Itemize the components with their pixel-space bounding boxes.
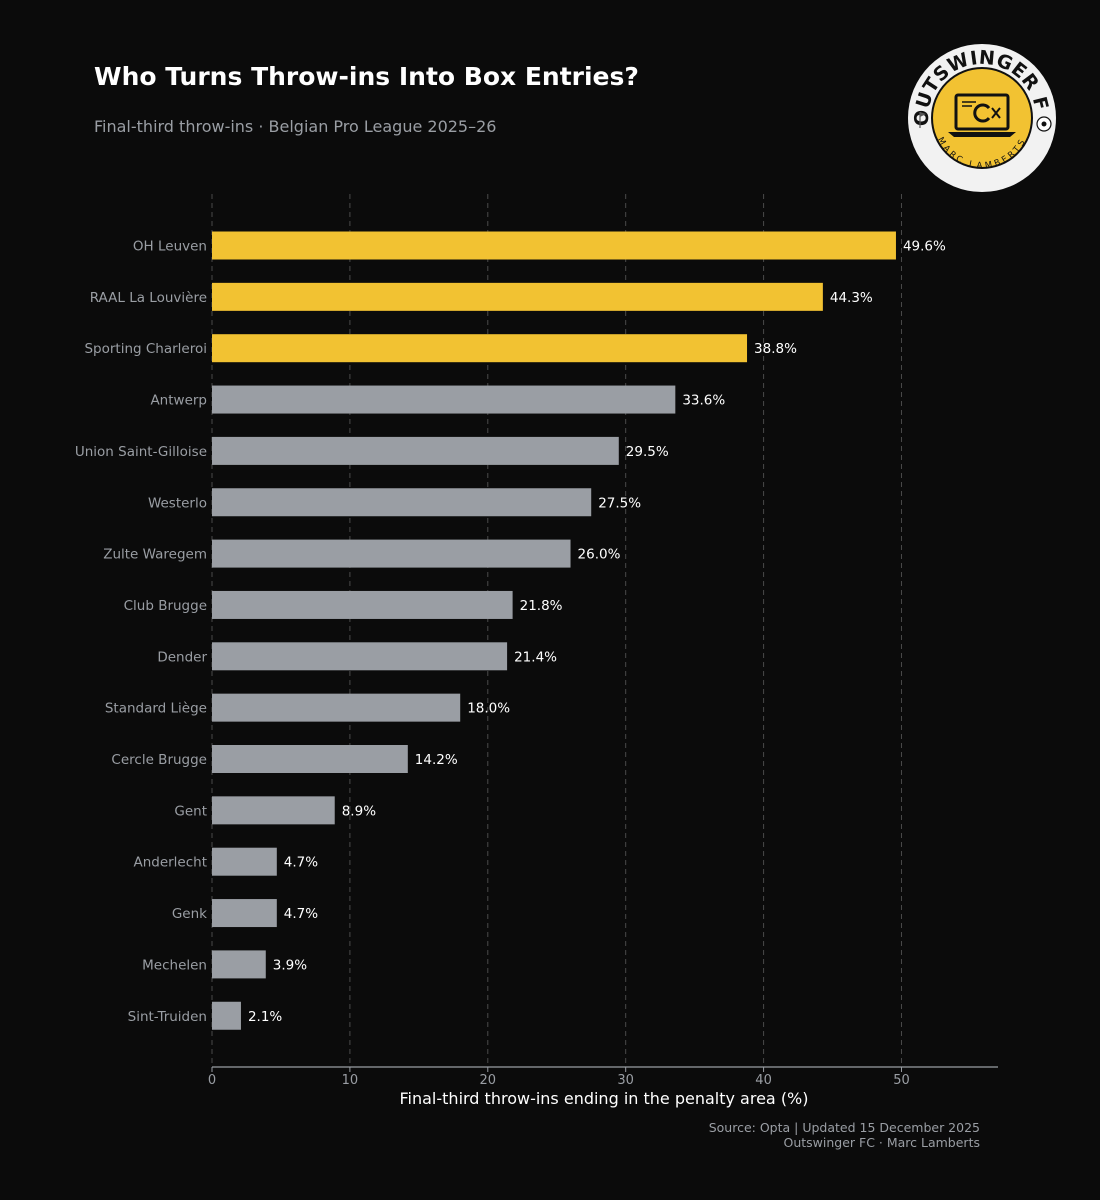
y-category-label: Club Brugge (124, 598, 207, 614)
bar (212, 231, 896, 260)
bar (212, 436, 619, 465)
axes: 0 10 20 30 40 50 (208, 1066, 998, 1088)
bar (212, 950, 266, 979)
laptop-icon (948, 93, 1016, 137)
x-tick-label: 20 (480, 1073, 497, 1088)
y-category-label: Zulte Waregem (103, 547, 207, 563)
bar-value-label: 44.3% (830, 290, 873, 306)
y-category-label: Union Saint-Gilloise (75, 444, 207, 460)
bar-value-label: 2.1% (248, 1009, 282, 1025)
y-category-label: Westerlo (148, 495, 207, 511)
y-category-label: Mechelen (142, 957, 207, 973)
bar (212, 488, 592, 517)
y-category-label: Anderlecht (133, 855, 207, 871)
credit-line: Outswinger FC · Marc Lamberts (783, 1135, 980, 1150)
bar (212, 847, 277, 876)
bar-value-label: 33.6% (682, 393, 725, 409)
football-icon (1036, 116, 1052, 132)
bar (212, 539, 571, 568)
bar-value-label: 3.9% (273, 957, 307, 973)
corner-flag-icon (919, 112, 926, 128)
bar-value-label: 21.8% (520, 598, 563, 614)
y-category-label: OH Leuven (133, 239, 207, 255)
bar-value-label: 26.0% (578, 547, 621, 563)
y-category-label: Sint-Truiden (128, 1009, 207, 1025)
bar-value-label: 18.0% (467, 701, 510, 717)
source-line: Source: Opta | Updated 15 December 2025 (708, 1120, 980, 1135)
bar (212, 334, 748, 363)
bar (212, 642, 508, 671)
bar (212, 745, 408, 773)
x-tick-label: 30 (617, 1073, 634, 1088)
bar-value-label: 38.8% (754, 341, 797, 357)
bar (212, 590, 513, 619)
bar-value-label: 27.5% (598, 495, 641, 511)
bar (212, 796, 335, 825)
bar (212, 899, 277, 928)
x-tick-label: 10 (342, 1073, 359, 1088)
bar (212, 1001, 241, 1030)
x-axis-label: Final-third throw-ins ending in the pena… (400, 1089, 809, 1108)
gridlines (211, 194, 902, 1067)
outswinger-fc-logo: OUTSWINGER FC MARC LAMBERTS (906, 42, 1056, 192)
bar-value-label: 14.2% (415, 752, 458, 768)
bar-value-label: 29.5% (626, 444, 669, 460)
bar-value-label: 4.7% (284, 855, 318, 871)
bar (212, 693, 461, 722)
y-category-label: Gent (174, 803, 207, 819)
bar (212, 282, 823, 311)
y-category-label: RAAL La Louvière (90, 290, 207, 306)
source-note: Source: Opta | Updated 15 December 2025 … (709, 1120, 980, 1150)
chart-title: Who Turns Throw-ins Into Box Entries? (94, 62, 639, 91)
bar-value-label: 21.4% (514, 649, 557, 665)
x-tick-label: 50 (893, 1073, 910, 1088)
chart-subtitle: Final-third throw-ins · Belgian Pro Leag… (94, 117, 497, 136)
bars: OH Leuven 49.6% RAAL La Louvière 44.3% Sport… (75, 231, 946, 1030)
bar-value-label: 8.9% (342, 803, 376, 819)
y-category-label: Standard Liège (105, 701, 207, 717)
y-category-label: Sporting Charleroi (84, 341, 207, 357)
x-tick-label: 40 (755, 1073, 772, 1088)
y-category-label: Dender (157, 649, 207, 665)
y-category-label: Antwerp (150, 393, 207, 409)
bar (212, 385, 676, 414)
y-category-label: Cercle Brugge (111, 752, 207, 768)
y-category-label: Genk (172, 906, 207, 922)
bar-value-label: 49.6% (903, 239, 946, 255)
x-tick-label: 0 (208, 1073, 216, 1088)
bar-value-label: 4.7% (284, 906, 318, 922)
